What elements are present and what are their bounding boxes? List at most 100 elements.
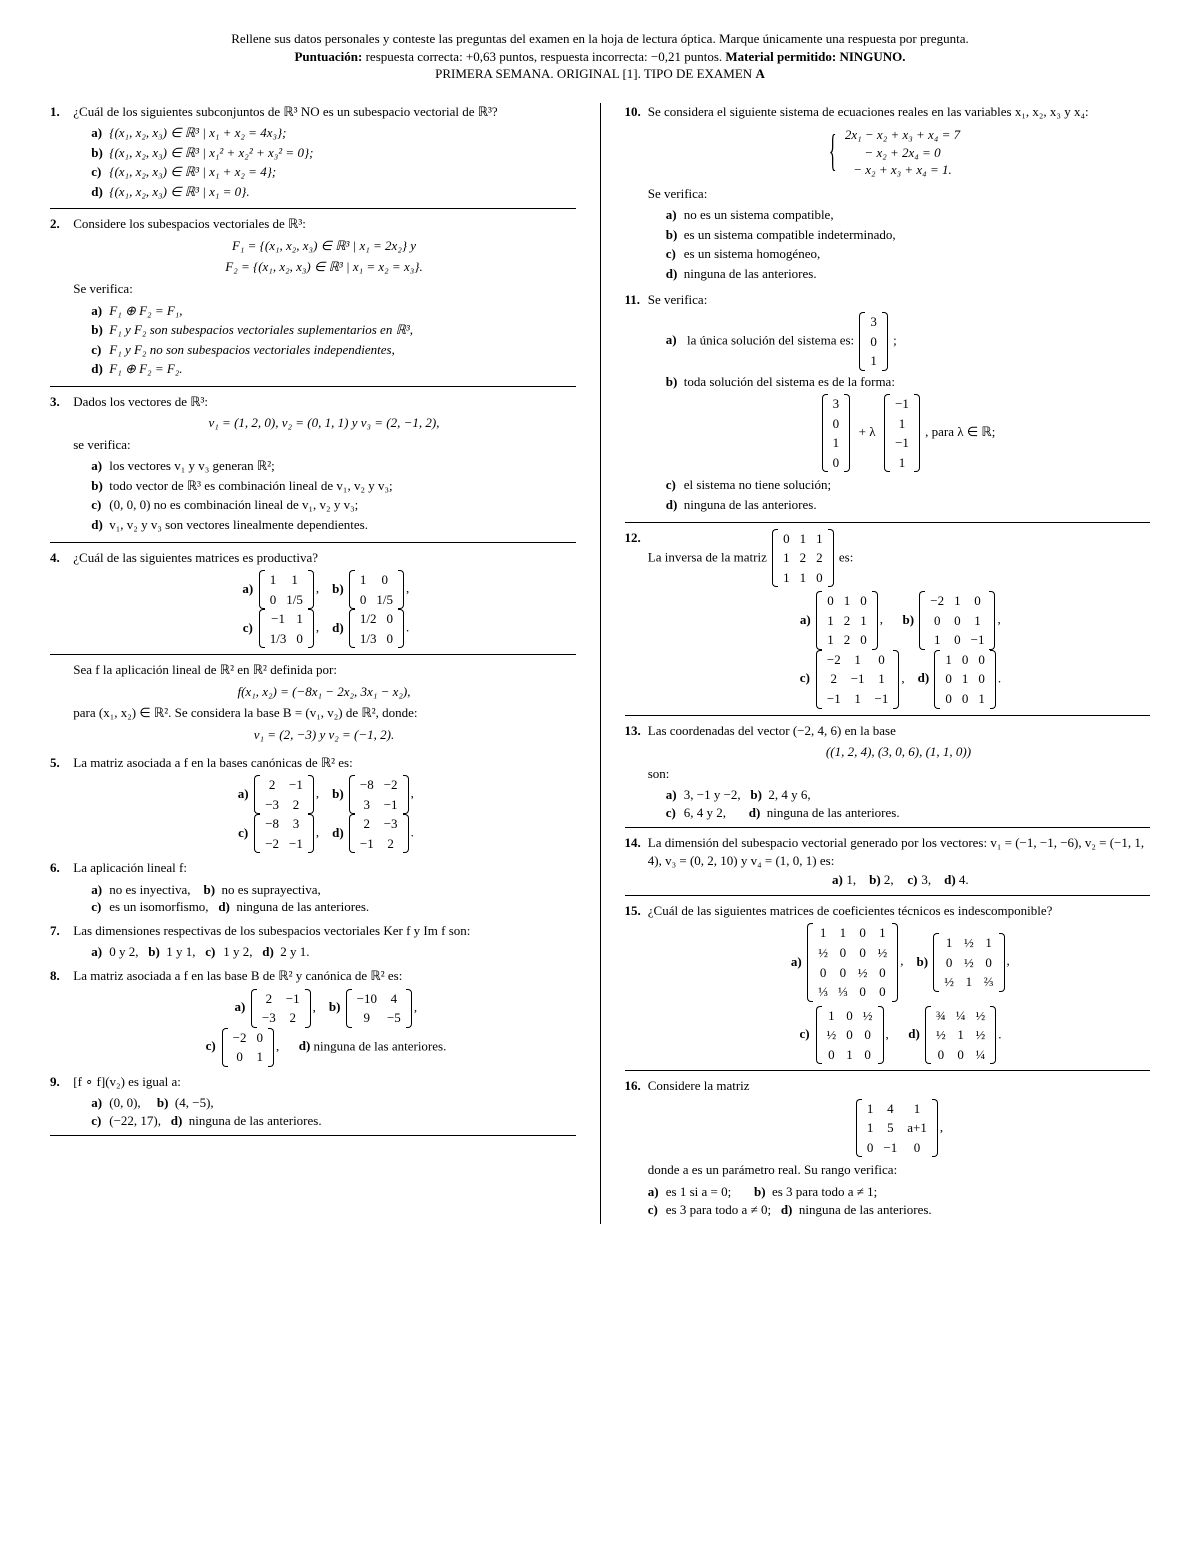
q6-opt-d: ninguna de las anteriores.	[236, 899, 369, 914]
q1-opt-b: {(x₁, x₂, x₃) ∈ ℝ³ | x₁² + x₂² + x₃² = 0…	[109, 145, 313, 160]
q3-text: Dados los vectores de ℝ³:	[73, 394, 208, 409]
q2-opt-d: F₁ ⊕ F₂ = F₂.	[109, 361, 182, 376]
q11-vector-a: 301	[859, 312, 888, 371]
q16-matrix: 14115a+10−10	[856, 1099, 938, 1158]
q5-matrix-d: 2−3−12	[349, 814, 409, 853]
q-number: 6.	[50, 859, 70, 877]
q4-matrix-c: −111/30	[259, 609, 314, 648]
q12-matrix-c: −2102−11−11−1	[816, 650, 900, 709]
q6-opt-a: no es inyectiva,	[109, 882, 190, 897]
q-number: 8.	[50, 967, 70, 985]
question-4: 4. ¿Cuál de las siguientes matrices es p…	[50, 549, 576, 649]
q5-matrix-a: 2−1−32	[254, 775, 314, 814]
q9-opt-b: (4, −5),	[175, 1095, 214, 1110]
header-line1: Rellene sus datos personales y conteste …	[50, 30, 1150, 48]
exam-header: Rellene sus datos personales y conteste …	[50, 30, 1150, 83]
q11-opt-b: toda solución del sistema es de la forma…	[684, 374, 895, 389]
column-divider	[600, 103, 601, 1224]
q3-verify: se verifica:	[73, 436, 575, 454]
q12-matrix-b: −21000110−1	[919, 591, 995, 650]
question-10: 10. Se considera el siguiente sistema de…	[625, 103, 1151, 285]
question-3: 3. Dados los vectores de ℝ³: v₁ = (1, 2,…	[50, 393, 576, 536]
header-line3: PRIMERA SEMANA. ORIGINAL [1]. TIPO DE EX…	[50, 65, 1150, 83]
q10-verify: Se verifica:	[648, 185, 1150, 203]
q10-opt-a: no es un sistema compatible,	[684, 207, 834, 222]
q12-matrix-d: 100010001	[934, 650, 996, 709]
q15-matrix-a: 1101½00½00½0⅓⅓00	[807, 923, 898, 1001]
q7-text: Las dimensiones respectivas de los subes…	[73, 923, 470, 938]
q6-text: La aplicación lineal f:	[73, 860, 187, 875]
q-number: 15.	[625, 902, 645, 920]
q9-opt-c: (−22, 17),	[109, 1113, 161, 1128]
q3-opt-b: todo vector de ℝ³ es combinación lineal …	[109, 478, 392, 493]
question-1: 1. ¿Cuál de los siguientes subconjuntos …	[50, 103, 576, 203]
q9-opt-d: ninguna de las anteriores.	[189, 1113, 322, 1128]
q15-matrix-d: ¾¼½½1½00¼	[925, 1006, 996, 1065]
q9-text: [f ∘ f](v₂) es igual a:	[73, 1074, 181, 1089]
q1-text: ¿Cuál de los siguientes subconjuntos de …	[73, 104, 497, 119]
question-13: 13. Las coordenadas del vector (−2, 4, 6…	[625, 722, 1151, 822]
separator	[625, 522, 1151, 523]
separator	[625, 895, 1151, 896]
q-number: 5.	[50, 754, 70, 772]
question-5: 5. La matriz asociada a f en la bases ca…	[50, 754, 576, 854]
q12-text-pre: La inversa de la matriz	[648, 549, 770, 564]
q13-opt-b: 2, 4 y 6,	[768, 787, 810, 802]
q10-opt-d: ninguna de las anteriores.	[684, 266, 817, 281]
header-line2: Puntuación: respuesta correcta: +0,63 pu…	[50, 48, 1150, 66]
q1-opt-a: {(x₁, x₂, x₃) ∈ ℝ³ | x₁ + x₂ = 4x₃};	[109, 125, 286, 140]
q13-opt-a: 3, −1 y −2,	[684, 787, 741, 802]
question-9: 9. [f ∘ f](v₂) es igual a: a)(0, 0), b)(…	[50, 1073, 576, 1130]
q-number: 3.	[50, 393, 70, 411]
q4-matrix-b: 1001/5	[349, 570, 404, 609]
separator	[50, 1135, 576, 1136]
q11-vector-b1: 3010	[822, 394, 851, 472]
q5-text: La matriz asociada a f en la bases canón…	[73, 755, 352, 770]
q2-f2: F₂ = {(x₁, x₂, x₃) ∈ ℝ³ | x₁ = x₂ = x₃}.	[73, 258, 575, 276]
q-number: 2.	[50, 215, 70, 233]
q-number: 10.	[625, 103, 645, 121]
pre5-eq: f(x₁, x₂) = (−8x₁ − 2x₂, 3x₁ − x₂),	[73, 683, 575, 701]
q-number: 9.	[50, 1073, 70, 1091]
q14-opt-b: 2,	[884, 872, 894, 887]
q16-text: Considere la matriz	[648, 1078, 750, 1093]
q4-matrix-d: 1/201/30	[349, 609, 404, 648]
q15-matrix-b: 1½10½0½1⅔	[933, 933, 1004, 992]
q12-text-post: es:	[839, 549, 853, 564]
q14-text: La dimensión del subespacio vectorial ge…	[648, 835, 1144, 868]
q8-matrix-a: 2−1−32	[251, 989, 311, 1028]
pre5-l1: Sea f la aplicación lineal de ℝ² en ℝ² d…	[73, 662, 337, 677]
q8-matrix-b: −1049−5	[346, 989, 412, 1028]
q13-base: ((1, 2, 4), (3, 0, 6), (1, 1, 0))	[648, 743, 1150, 761]
q4-text: ¿Cuál de las siguientes matrices es prod…	[73, 550, 318, 565]
q15-matrix-c: 10½½00010	[816, 1006, 884, 1065]
q8-opt-d: ninguna de las anteriores.	[314, 1038, 447, 1053]
q-number: 1.	[50, 103, 70, 121]
q6-opt-b: no es suprayectiva,	[221, 882, 320, 897]
q13-text: Las coordenadas del vector (−2, 4, 6) en…	[648, 723, 896, 738]
q7-opt-b: 1 y 1,	[166, 944, 195, 959]
q2-opt-c: F₁ y F₂ no son subespacios vectoriales i…	[109, 342, 395, 357]
pre-q5-block: Sea f la aplicación lineal de ℝ² en ℝ² d…	[50, 661, 576, 747]
separator	[50, 208, 576, 209]
q14-opt-c: 3,	[921, 872, 931, 887]
q12-matrix-a: 010121120	[816, 591, 878, 650]
question-12: 12. La inversa de la matriz 011122110 es…	[625, 529, 1151, 709]
q11-opt-d: ninguna de las anteriores.	[684, 497, 817, 512]
pre5-l2: para (x₁, x₂) ∈ ℝ². Se considera la base…	[73, 705, 417, 720]
q8-text: La matriz asociada a f en las base B de …	[73, 968, 402, 983]
q11-vector-b2: −11−11	[884, 394, 920, 472]
q3-vectors: v₁ = (1, 2, 0), v₂ = (0, 1, 1) y v₃ = (2…	[73, 414, 575, 432]
question-7: 7. Las dimensiones respectivas de los su…	[50, 922, 576, 961]
q13-opt-d: ninguna de las anteriores.	[767, 805, 900, 820]
q2-opt-a: F₁ ⊕ F₂ = F₁,	[109, 303, 182, 318]
q10-opt-b: es un sistema compatible indeterminado,	[684, 227, 896, 242]
separator	[625, 1070, 1151, 1071]
q10-opt-c: es un sistema homogéneo,	[684, 246, 820, 261]
content-columns: 1. ¿Cuál de los siguientes subconjuntos …	[50, 103, 1150, 1224]
q16-opt-a: es 1 si a = 0;	[666, 1184, 731, 1199]
q16-opt-b: es 3 para todo a ≠ 1;	[772, 1184, 877, 1199]
q-number: 13.	[625, 722, 645, 740]
q12-matrix: 011122110	[772, 529, 834, 588]
q7-opt-d: 2 y 1.	[280, 944, 309, 959]
